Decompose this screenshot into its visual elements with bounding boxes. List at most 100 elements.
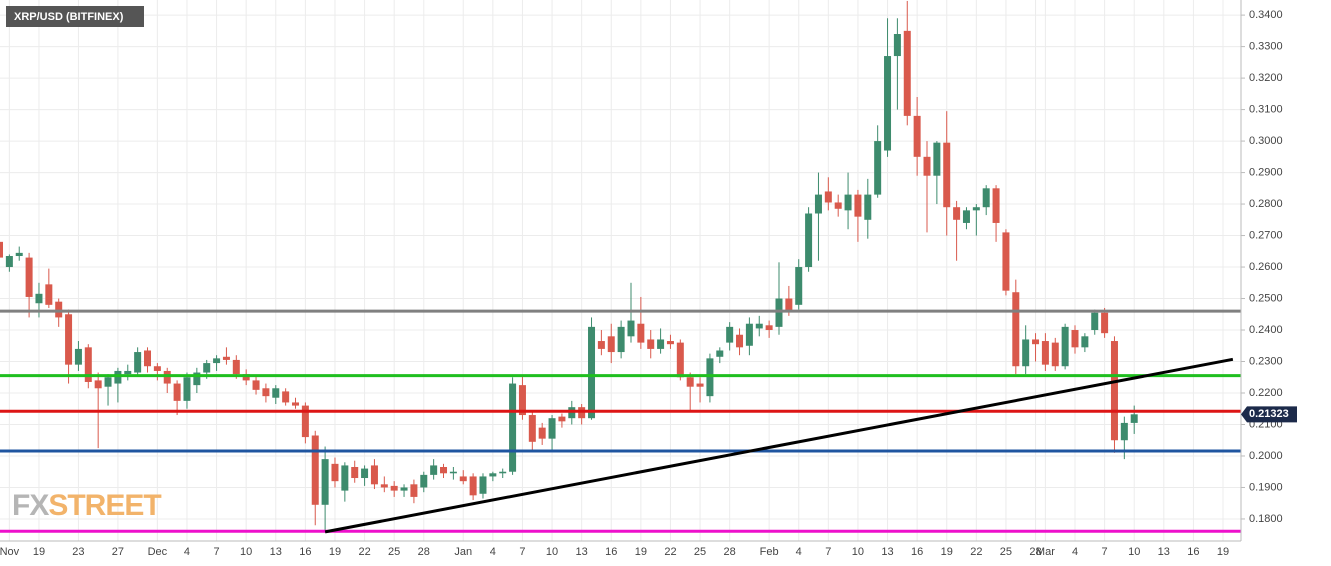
candle-body [864,194,872,220]
candle-body [400,487,408,491]
candle-body [657,339,665,349]
candle-body [528,415,536,442]
candle-body [617,326,625,353]
candle-body [301,405,309,438]
last-price-label: 0.21323 [1249,408,1289,420]
candle-body [0,241,3,258]
candle-body [676,342,684,378]
candle-body [716,350,724,357]
title-box [6,6,144,27]
x-tick-label: 22 [664,546,676,558]
y-tick-label: 0.2200 [1249,387,1283,399]
candle-body [242,374,250,381]
candle-body [706,358,714,397]
candle-body [144,350,152,367]
x-tick-label: 28 [724,546,736,558]
candle-body [745,323,753,346]
x-tick-label: 16 [605,546,617,558]
x-tick-label: 7 [519,546,525,558]
y-tick-label: 0.2000 [1249,450,1283,462]
candle-body [805,213,813,268]
candle-body [509,383,517,472]
y-tick-label: 0.1900 [1249,481,1283,493]
candle-body [765,325,773,331]
x-tick-label: 16 [911,546,923,558]
candle-body [282,391,290,403]
candle-body [933,142,941,176]
logo-fx: FX [12,489,49,522]
candle-body [45,284,53,305]
candle-body [321,459,329,505]
x-tick-label: 19 [33,546,45,558]
x-tick-label: Feb [760,546,779,558]
candle-body [370,465,378,485]
candle-body [884,56,892,151]
candle-body [440,466,448,474]
candle-body [114,370,122,384]
x-tick-label: 13 [1158,546,1170,558]
x-tick-label: 16 [1187,546,1199,558]
x-tick-label: 13 [881,546,893,558]
candle-body [1101,312,1109,334]
candle-body [1022,339,1030,367]
candle-body [84,347,92,382]
y-tick-label: 0.2300 [1249,355,1283,367]
y-tick-label: 0.3300 [1249,41,1283,53]
candle-body [262,388,270,397]
candle-body [74,348,82,365]
x-tick-label: 16 [299,546,311,558]
candle-body [1091,312,1099,331]
logo: FXSTREET [12,489,161,522]
candle-body [193,372,201,386]
x-tick-label: 10 [546,546,558,558]
y-tick-label: 0.2800 [1249,198,1283,210]
candle-body [844,194,852,211]
candle-body [1061,326,1069,367]
y-tick-label: 0.2900 [1249,166,1283,178]
candle-body [449,471,457,474]
x-tick-label: 28 [1029,546,1041,558]
candle-body [94,380,102,389]
candle-body [222,356,230,360]
chart-title: XRP/USD (BITFINEX) [14,11,124,23]
candle-body [163,370,171,384]
candle-body [232,359,240,375]
candle-body [124,370,132,375]
candle-body [538,427,546,439]
y-tick-label: 0.3000 [1249,135,1283,147]
candle-body [588,326,596,419]
candle-body [874,141,882,195]
candle-body [1110,341,1118,441]
x-tick-label: 4 [796,546,802,558]
y-tick-label: 0.2400 [1249,324,1283,336]
candle-body [173,383,181,401]
candle-body [213,358,221,364]
candle-body [893,34,901,57]
candle-body [1041,341,1049,365]
y-tick-label: 0.3400 [1249,9,1283,21]
candle-body [430,465,438,475]
candle-body [153,366,161,371]
candle-body [518,385,526,416]
x-tick-label: 4 [184,546,190,558]
candle-body [380,484,388,488]
candle-body [479,476,487,494]
x-tick-label: 10 [240,546,252,558]
x-tick-label: 7 [214,546,220,558]
last-price-box [1241,406,1297,423]
candle-body [548,418,556,439]
candle-body [607,336,615,353]
y-tick-label: 0.1800 [1249,513,1283,525]
candle-body [1012,292,1020,367]
candle-body [459,476,467,482]
candle-body [637,323,645,343]
x-tick-label: 19 [941,546,953,558]
candle-body [361,468,369,479]
candle-body [785,298,793,312]
x-tick-label: 10 [852,546,864,558]
candle-body [5,256,13,268]
x-tick-label: Dec [148,546,168,558]
